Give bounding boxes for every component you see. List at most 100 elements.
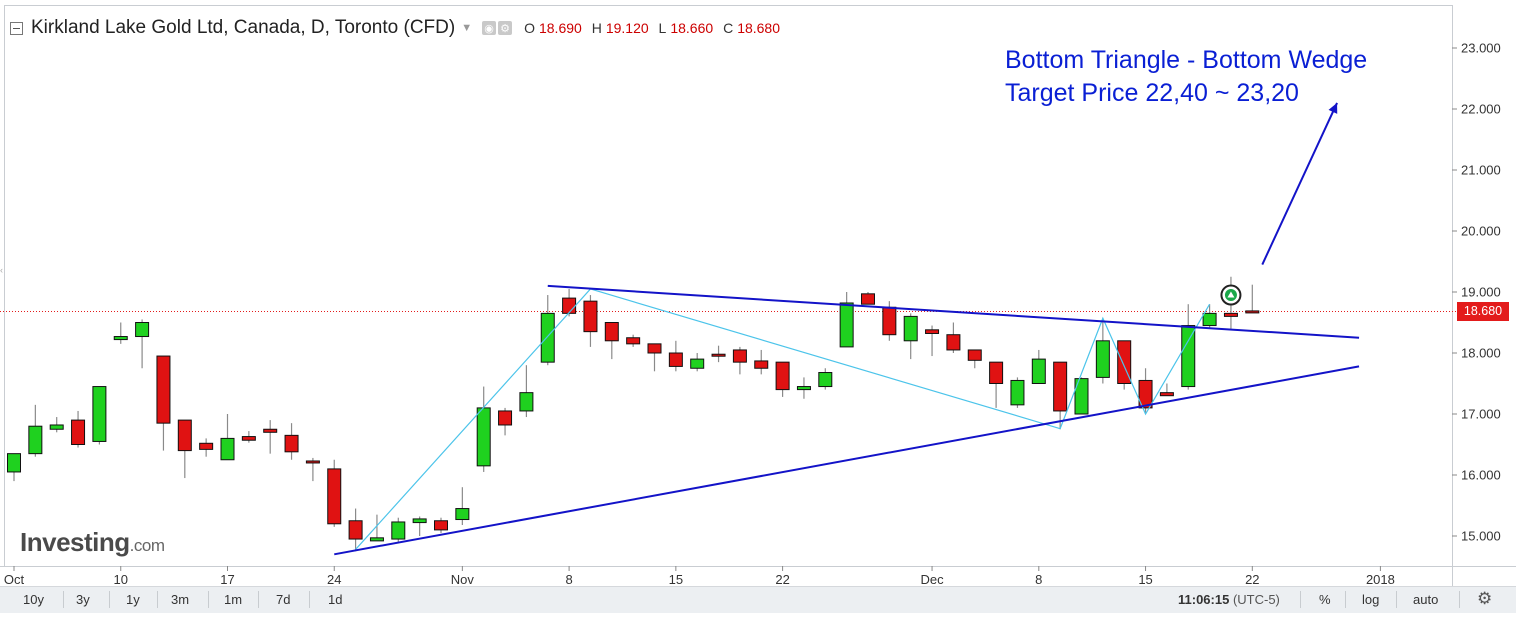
gear-icon[interactable]: ⚙ [1477, 589, 1493, 608]
percent-scale-toggle[interactable]: % [1319, 592, 1331, 607]
price-tick-label: 15.000 [1461, 529, 1501, 544]
candle-up [369, 537, 384, 542]
watermark-brand: Investing [20, 527, 130, 557]
candle-up [903, 315, 918, 342]
range-3m-button[interactable]: 3m [171, 592, 190, 607]
candle-down [583, 300, 598, 333]
symbol-title[interactable]: Kirkland Lake Gold Ltd, Canada, D, Toron… [31, 17, 456, 38]
candle-up [818, 372, 833, 388]
candle-down [284, 434, 299, 453]
candle-down [348, 520, 363, 540]
target-arrow-head [1328, 102, 1338, 114]
open-value: 18.690 [538, 20, 582, 36]
upper-trendline[interactable] [547, 284, 1360, 339]
candle-down [732, 349, 747, 363]
candle-down [925, 329, 940, 334]
lower-trendline[interactable] [334, 365, 1360, 556]
open-label: O [524, 20, 535, 36]
collapse-legend-icon[interactable] [10, 21, 23, 35]
range-1d-button[interactable]: 1d [328, 592, 343, 607]
separator [63, 591, 64, 608]
chevron-down-icon[interactable]: ▼ [461, 22, 473, 34]
candle-up [135, 322, 150, 338]
high-label: H [591, 20, 602, 36]
candle-down [156, 355, 171, 424]
candle-up [391, 521, 406, 540]
last-price-tag: 18.680 [1457, 302, 1509, 321]
log-scale-toggle[interactable]: log [1362, 592, 1380, 607]
high-value: 19.120 [605, 20, 649, 36]
candle-down [946, 334, 961, 351]
price-axis: 15.000 16.000 17.000 18.000 19.000 20.000 21.0… [1452, 41, 1501, 544]
separator [1345, 591, 1346, 608]
candle-up [1095, 340, 1110, 378]
candle-down [305, 460, 320, 464]
range-1m-button[interactable]: 1m [224, 592, 243, 607]
annotation-line-1: Bottom Triangle - Bottom Wedge [1005, 46, 1368, 74]
ohlc-values: O 18.690 H 19.120 L 18.660 C 18.680 [524, 20, 786, 36]
range-3y-button[interactable]: 3y [76, 592, 90, 607]
zigzag-pattern-line[interactable] [355, 288, 1211, 550]
time-tick-label: 17 [220, 572, 234, 587]
range-1y-button[interactable]: 1y [126, 592, 140, 607]
candle-down [199, 442, 214, 450]
time-tick-label: 8 [565, 572, 572, 587]
range-10y-button[interactable]: 10y [23, 592, 44, 607]
candle-up [519, 392, 534, 412]
close-value: 18.680 [737, 20, 781, 36]
candle-up [1202, 312, 1217, 327]
bottom-toolbar: 10y 3y 1y 3m 1m 7d 1d 11:06:15 (UTC-5) %… [0, 586, 1516, 613]
time-tick-label: Oct [4, 572, 25, 587]
candle-up [455, 508, 470, 521]
pattern-annotation[interactable]: Bottom Triangle - Bottom Wedge Target Pr… [1005, 44, 1367, 110]
price-tick-label: 22.000 [1461, 102, 1501, 117]
time-tick-label: 15 [669, 572, 683, 587]
time-tick-label: 2018 [1366, 572, 1395, 587]
candle-up [7, 453, 21, 473]
candle-up [476, 407, 491, 467]
separator [208, 591, 209, 608]
separator [309, 591, 310, 608]
settings-gear-icon[interactable]: ⚙ [498, 21, 513, 35]
range-7d-button[interactable]: 7d [276, 592, 291, 607]
candle-up [796, 386, 811, 391]
candle-down [647, 343, 662, 354]
price-tick-label: 16.000 [1461, 468, 1501, 483]
auto-scale-toggle[interactable]: auto [1413, 592, 1439, 607]
candle-down [775, 361, 790, 391]
candle-up [220, 437, 235, 461]
candle-up [113, 336, 128, 341]
trend-drawings[interactable] [334, 102, 1360, 556]
candle-down [71, 419, 86, 446]
candlestick-series [7, 276, 1260, 552]
chart-legend: Kirkland Lake Gold Ltd, Canada, D, Toron… [10, 17, 786, 39]
time-tick-label: 24 [327, 572, 341, 587]
annotation-line-2: Target Price 22,40 ~ 23,20 [1005, 79, 1299, 107]
price-tick-label: 20.000 [1461, 224, 1501, 239]
candle-up [839, 302, 854, 348]
side-handle-icon[interactable]: ‹ [0, 265, 3, 275]
candle-down [989, 361, 1004, 384]
candle-down [1138, 379, 1153, 409]
candle-up [28, 425, 43, 455]
target-arrow-shaft[interactable] [1261, 102, 1338, 265]
visibility-eye-icon[interactable]: ◉ [482, 21, 497, 35]
candle-up [92, 386, 107, 442]
clock-timezone: (UTC-5) [1232, 592, 1280, 607]
candle-down [1223, 312, 1238, 317]
candle-up [1031, 358, 1046, 385]
price-tick-label: 18.000 [1461, 346, 1501, 361]
separator [1300, 591, 1301, 608]
time-tick-label: 22 [775, 572, 789, 587]
candle-down [711, 353, 726, 357]
low-value: 18.660 [670, 20, 714, 36]
candle-down [327, 468, 342, 525]
candle-down [177, 419, 192, 452]
candle-down [626, 337, 641, 345]
candle-down [754, 360, 769, 369]
time-tick-label: Dec [920, 572, 944, 587]
time-tick-label: Nov [451, 572, 475, 587]
candle-up [690, 358, 705, 369]
